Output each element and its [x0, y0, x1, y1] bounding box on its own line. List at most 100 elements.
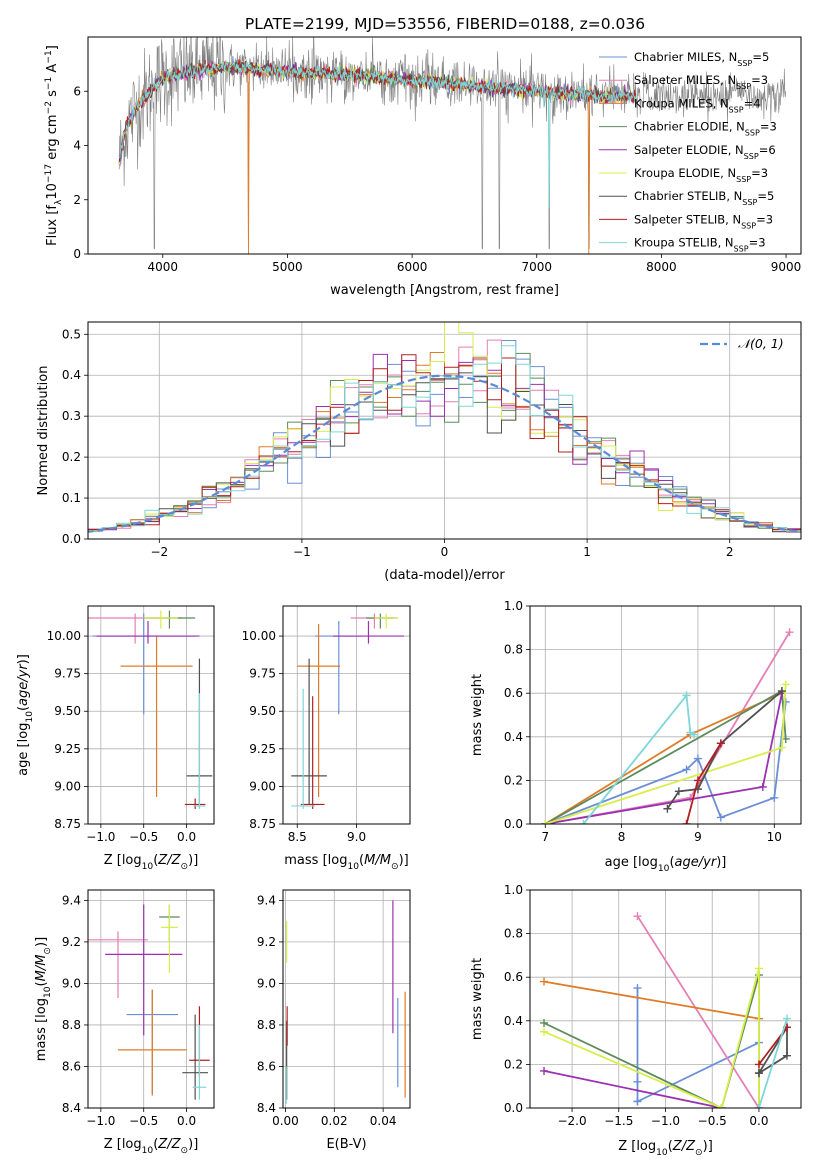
axes-frame	[529, 889, 802, 1109]
x-axis-label-part: 10	[142, 862, 154, 872]
weight-marker-chabrier_elodie	[540, 1018, 549, 1027]
x-axis-label-part: Z/Z	[157, 1137, 181, 1152]
axes-frame	[529, 605, 802, 825]
legend-label-chabrier_miles: Chabrier MILES, NSSP=5	[634, 50, 769, 68]
legend: Chabrier MILES, NSSP=5 Salpeter MILES, NS…	[599, 50, 777, 253]
y-tick-label: 8.8	[62, 1018, 81, 1032]
plot-area-weight_vs_age	[541, 628, 794, 824]
weight-marker-kroupa_stelib	[579, 820, 588, 824]
x-axis-label-part: age [log	[605, 855, 658, 870]
x-axis-label-part: )]	[188, 853, 198, 868]
x-axis-label-part: Z [log	[104, 853, 142, 868]
weight-marker-kroupa_stelib	[754, 1104, 763, 1108]
legend-label-salpeter_stelib: Salpeter STELIB, NSSP=3	[634, 212, 773, 230]
y-axis-label-part: )]	[16, 654, 31, 664]
x-tick-label: 0.0	[177, 830, 196, 844]
y-axis-label-part: A	[45, 64, 60, 77]
weight-marker-kroupa_miles	[540, 977, 549, 986]
y-axis-label-part: ]	[45, 45, 60, 50]
x-axis-label: E(B-V)	[326, 1137, 366, 1152]
model-spectrum-salpeter_stelib	[118, 59, 637, 162]
x-tick-label: 9.0	[347, 830, 366, 844]
y-tick-label: 9.25	[54, 742, 81, 756]
y-tick-label: 0.4	[504, 1014, 523, 1028]
x-axis-label-part: (	[359, 853, 364, 868]
x-axis-label-part: (	[669, 855, 674, 870]
legend-label-kroupa_stelib-part: =3	[749, 236, 766, 250]
legend-label-salpeter_elodie: Salpeter ELODIE, NSSP=6	[634, 143, 776, 161]
weight-marker-kroupa_stelib	[782, 1014, 791, 1023]
y-tick-label: 9.75	[54, 667, 81, 681]
axes-frame	[87, 321, 802, 540]
axes-mass_vs_ebv: 0.00 0.02 0.04 8.4 8.6 8.8 9.0 9.2 9.4 E(B-V)	[257, 889, 411, 1152]
y-axis-label-part: (	[16, 706, 31, 711]
y-axis-label: Flux [fλ10−17 erg cm−2 s−1 A−1]	[44, 45, 64, 246]
x-axis-label: wavelength [Angstrom, rest frame]	[330, 283, 559, 298]
x-tick-label: 4000	[148, 260, 179, 274]
weight-line-kroupa_miles	[543, 980, 760, 1020]
weight-marker-kroupa_elodie	[717, 1104, 726, 1108]
weight-marker-salpeter_stelib	[716, 739, 725, 748]
weight-line-chabrier_miles	[544, 701, 787, 824]
y-tick-label: 9.2	[62, 935, 81, 949]
weight-marker-salpeter_elodie	[758, 782, 767, 791]
legend-label-chabrier_stelib: Chabrier STELIB, NSSP=5	[634, 189, 774, 207]
legend-label-salpeter_stelib-part: =3	[756, 212, 773, 226]
weight-marker-salpeter_stelib	[693, 776, 702, 785]
axes-frame	[282, 605, 411, 825]
x-axis-label: Z [log10(Z/Z⊙)]	[104, 1137, 199, 1156]
weight-marker-chabrier_stelib	[754, 1069, 763, 1078]
legend-label-normal-part: (0, 1)	[750, 336, 784, 351]
x-tick-label: 7	[541, 830, 549, 844]
weight-marker-chabrier_stelib	[782, 1051, 791, 1060]
plot-area-spectrum	[118, 37, 787, 254]
weight-marker-kroupa_elodie	[541, 820, 550, 824]
x-tick-label: −2.0	[557, 1114, 586, 1128]
axes-mass_vs_Z: −1.0 −0.5 0.08.48.68.89.09.29.4Z [log10(Z/…	[34, 889, 215, 1156]
y-axis-label-part: (	[34, 981, 49, 986]
y-tick-label: 0	[73, 247, 81, 261]
y-tick-label: 0.0	[504, 1101, 523, 1115]
x-axis-label-part: )]	[188, 1137, 198, 1152]
x-tick-label: 10	[767, 830, 782, 844]
legend-label-kroupa_elodie-part: Kroupa ELODIE, N	[634, 166, 736, 180]
weight-marker-chabrier_stelib	[674, 787, 683, 796]
y-axis-label-part: age [log	[16, 723, 31, 776]
weight-line-chabrier_stelib	[666, 690, 783, 810]
x-axis-label-part: M/M	[364, 853, 391, 868]
weight-marker-kroupa_elodie	[754, 964, 763, 973]
y-tick-label: 9.0	[62, 976, 81, 990]
x-axis-label-part: )]	[716, 855, 726, 870]
y-axis-label-part: M/M	[34, 955, 49, 982]
x-axis-label-part: ⊙	[391, 862, 399, 872]
weight-marker-salpeter_miles	[785, 628, 794, 637]
weight-marker-chabrier_stelib	[777, 687, 786, 696]
legend-label-salpeter_elodie-part: Salpeter ELODIE, N	[634, 143, 744, 157]
x-tick-label: −0.5	[129, 1114, 158, 1128]
weight-marker-kroupa_elodie	[781, 680, 790, 689]
y-tick-label: 10.00	[242, 629, 276, 643]
weight-marker-chabrier_miles	[682, 765, 691, 774]
x-axis-label: Z [log10(Z/Z⊙)]	[618, 1139, 713, 1158]
x-tick-label: 7000	[521, 260, 552, 274]
y-tick-label: 0.8	[504, 643, 523, 657]
x-axis-label-part: mass [log	[284, 853, 347, 868]
y-axis-label: mass weight	[470, 674, 485, 756]
legend-label-chabrier_elodie-part: Chabrier ELODIE, N	[634, 120, 745, 134]
legend-label-salpeter_elodie-part: SSP	[744, 151, 759, 160]
x-tick-label: 8000	[646, 260, 677, 274]
legend-label-salpeter_miles: Salpeter MILES, NSSP=3	[634, 73, 768, 91]
legend-label-kroupa_stelib-part: Kroupa STELIB, N	[634, 236, 734, 250]
x-tick-label: 0.00	[272, 1114, 299, 1128]
y-tick-label: 1.0	[504, 599, 523, 613]
weight-marker-kroupa_stelib	[682, 691, 691, 700]
weight-marker-chabrier_miles	[770, 793, 779, 802]
y-tick-label: 8.8	[257, 1018, 276, 1032]
model-spectrum-kroupa_stelib	[119, 60, 637, 208]
y-axis-label-part: 10	[43, 986, 53, 998]
x-tick-label: −1.5	[604, 1114, 633, 1128]
y-axis-label: Normed distribution	[36, 366, 51, 496]
x-tick-label: 0	[441, 545, 449, 559]
